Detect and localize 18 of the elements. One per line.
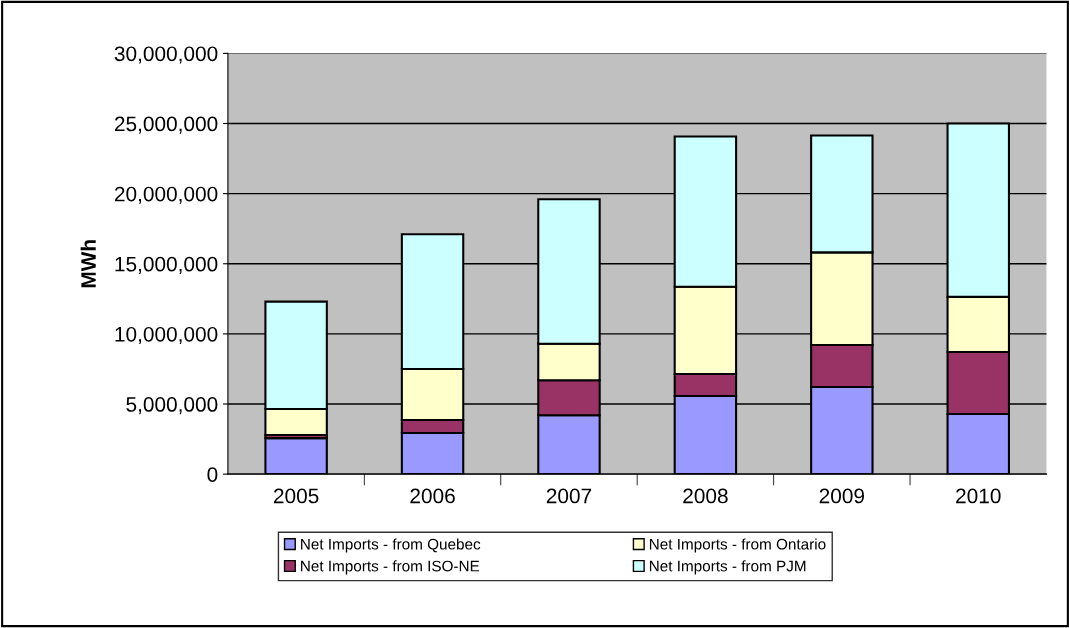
x-tick-label: 2008 [683, 488, 728, 504]
legend-label: Net Imports - from ISO-NE [301, 560, 480, 575]
legend-label: Net Imports - from Quebec [301, 538, 481, 553]
y-tick-label: 30,000,000 [114, 46, 218, 64]
x-tick-label: 2009 [819, 488, 865, 504]
y-tick-label: 5,000,000 [126, 397, 218, 415]
x-tick-label: 2007 [546, 488, 592, 504]
x-tick-label: 2005 [274, 488, 319, 504]
legend-label: Net Imports - from PJM [649, 560, 806, 575]
legend-label: Net Imports - from Ontario [649, 538, 826, 553]
y-tick-label: 10,000,000 [115, 326, 218, 345]
x-tick-label: 2010 [956, 488, 1001, 504]
y-tick-label: 20,000,000 [114, 186, 218, 204]
y-axis-title: MWh [80, 240, 96, 288]
y-tick-label: 25,000,000 [114, 116, 218, 134]
y-tick-label: 15,000,000 [115, 256, 218, 274]
x-tick-label: 2006 [410, 488, 455, 504]
y-tick-label: 0 [207, 467, 218, 482]
